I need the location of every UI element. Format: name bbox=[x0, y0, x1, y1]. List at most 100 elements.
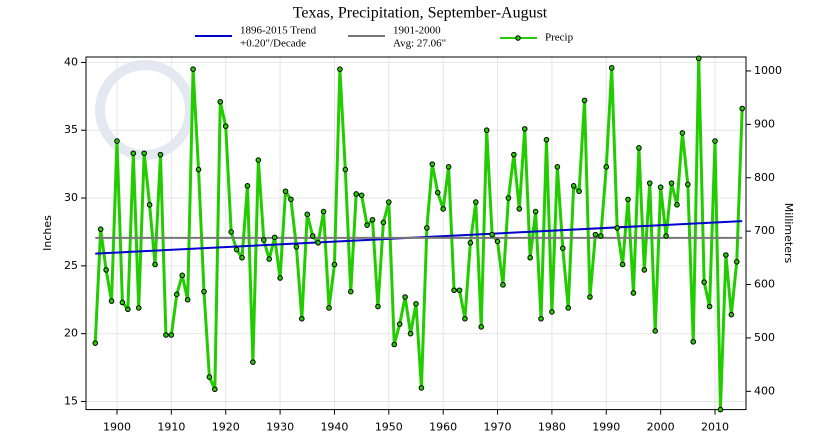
data-point bbox=[326, 305, 332, 311]
data-point bbox=[309, 233, 316, 239]
data-point bbox=[505, 195, 512, 201]
data-point bbox=[103, 267, 109, 273]
legend-marker bbox=[515, 35, 521, 41]
data-point bbox=[304, 211, 311, 218]
data-point bbox=[396, 321, 403, 327]
data-point bbox=[695, 55, 702, 62]
data-point bbox=[195, 166, 202, 173]
data-point bbox=[184, 296, 191, 303]
data-point bbox=[266, 256, 273, 262]
data-point bbox=[271, 234, 278, 241]
y2-tick-label: 800 bbox=[754, 171, 775, 184]
data-point bbox=[587, 294, 593, 300]
data-point bbox=[674, 202, 680, 208]
data-point bbox=[500, 282, 506, 288]
data-point bbox=[641, 267, 648, 273]
data-point bbox=[728, 311, 735, 318]
data-point bbox=[739, 105, 745, 112]
data-point bbox=[146, 202, 153, 208]
data-point bbox=[424, 225, 430, 231]
y2-tick-label: 500 bbox=[754, 331, 775, 344]
data-point bbox=[663, 233, 669, 239]
data-point bbox=[451, 287, 457, 294]
data-point bbox=[320, 208, 327, 215]
y-axis-label: Inches bbox=[41, 215, 54, 251]
data-point bbox=[418, 385, 425, 391]
x-tick-label: 1970 bbox=[484, 421, 512, 434]
y-tick-label: 20 bbox=[64, 327, 78, 340]
data-point bbox=[163, 332, 169, 338]
x-tick-label: 1910 bbox=[157, 421, 185, 434]
data-point bbox=[532, 208, 539, 215]
data-point bbox=[173, 291, 180, 298]
series-line bbox=[93, 56, 744, 412]
data-point bbox=[462, 315, 468, 322]
data-point bbox=[619, 261, 626, 268]
data-point bbox=[592, 231, 599, 238]
data-point bbox=[440, 206, 446, 212]
data-point bbox=[473, 199, 479, 205]
data-point bbox=[299, 315, 305, 322]
data-point bbox=[364, 222, 370, 228]
data-point bbox=[119, 299, 126, 306]
y2-tick-label: 600 bbox=[754, 278, 775, 291]
data-point bbox=[212, 386, 218, 393]
y-tick-label: 40 bbox=[64, 55, 78, 68]
data-point bbox=[717, 406, 724, 413]
data-point bbox=[554, 164, 561, 170]
data-point bbox=[570, 183, 577, 189]
x-tick-label: 1950 bbox=[375, 421, 403, 434]
legend-label: 1901-2000 bbox=[393, 25, 441, 37]
data-point bbox=[201, 288, 207, 295]
y2-tick-label: 900 bbox=[754, 117, 775, 130]
data-point bbox=[581, 97, 588, 104]
x-tick-label: 1990 bbox=[592, 421, 620, 434]
data-point bbox=[402, 294, 408, 300]
data-point bbox=[97, 226, 104, 233]
data-point bbox=[413, 301, 419, 307]
data-point bbox=[233, 246, 240, 253]
data-point bbox=[222, 123, 229, 129]
data-point bbox=[255, 157, 262, 163]
data-point bbox=[293, 244, 300, 250]
data-point bbox=[125, 306, 131, 313]
x-tick-label: 1920 bbox=[212, 421, 240, 434]
data-point bbox=[130, 150, 137, 157]
data-point bbox=[179, 272, 186, 279]
data-point bbox=[206, 374, 213, 380]
data-point bbox=[603, 164, 610, 170]
data-point bbox=[652, 328, 659, 334]
data-point bbox=[358, 192, 365, 199]
y-tick-label: 35 bbox=[64, 123, 78, 136]
data-point bbox=[559, 245, 566, 252]
data-point bbox=[489, 231, 495, 238]
data-point bbox=[608, 65, 615, 71]
data-point bbox=[369, 216, 376, 223]
data-point bbox=[434, 189, 441, 196]
data-point bbox=[706, 303, 713, 310]
data-point bbox=[521, 126, 528, 132]
data-point bbox=[679, 130, 686, 136]
data-point bbox=[685, 181, 691, 188]
data-point bbox=[701, 279, 707, 285]
data-point bbox=[141, 150, 147, 157]
data-point bbox=[277, 275, 283, 281]
x-tick-label: 1940 bbox=[320, 421, 348, 434]
data-point bbox=[478, 324, 485, 330]
data-point bbox=[260, 237, 267, 243]
data-point bbox=[538, 315, 544, 322]
x-tick-label: 1960 bbox=[429, 421, 457, 434]
y-tick-label: 25 bbox=[64, 259, 78, 272]
x-tick-label: 2010 bbox=[701, 421, 729, 434]
y2-tick-label: 700 bbox=[754, 224, 775, 237]
y2-tick-label: 400 bbox=[754, 384, 775, 397]
data-point bbox=[467, 239, 474, 246]
y2-tick-label: 1000 bbox=[754, 64, 782, 77]
chart-title: Texas, Precipitation, September-August bbox=[293, 5, 548, 22]
x-tick-label: 1930 bbox=[266, 421, 294, 434]
x-tick-label: 2000 bbox=[647, 421, 675, 434]
data-point bbox=[483, 127, 490, 134]
data-point bbox=[288, 196, 294, 203]
data-point bbox=[190, 66, 196, 73]
